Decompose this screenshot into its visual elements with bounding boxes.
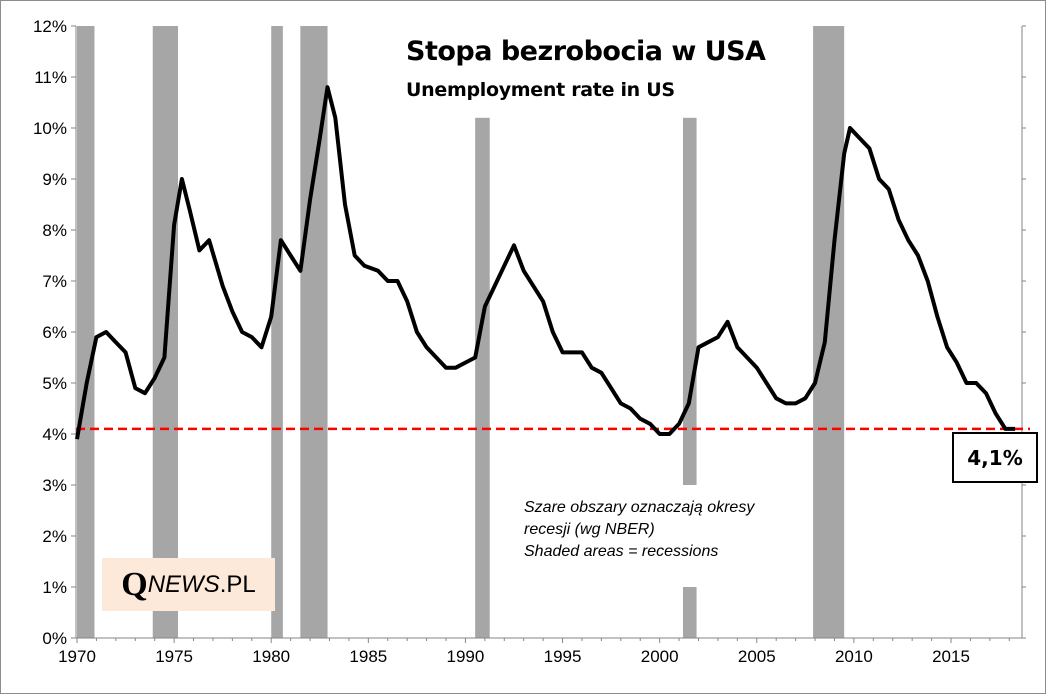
y-tick-label: 5% (42, 374, 67, 393)
y-tick-label: 11% (34, 68, 67, 87)
recession-bar (271, 26, 283, 638)
chart-title: Stopa bezrobocia w USA (406, 36, 766, 67)
current-value-label: 4,1% (952, 432, 1038, 483)
x-tick-label: 1980 (252, 647, 290, 666)
recession-bar (682, 587, 697, 638)
logo-q: Q (121, 565, 148, 603)
y-tick-label: 6% (42, 323, 67, 342)
annotation-line: Shaded areas = recessions (524, 543, 719, 560)
annotation-line: Szare obszary oznaczają okresy (524, 499, 755, 516)
y-tick-label: 10% (33, 119, 67, 138)
logo-pl: .PL (219, 570, 256, 598)
x-tick-label: 1990 (447, 647, 485, 666)
y-tick-label: 3% (42, 476, 67, 495)
y-tick-label: 4% (42, 425, 67, 444)
unemployment-line (75, 85, 1016, 440)
y-tick-label: 2% (42, 527, 67, 546)
qnews-logo: Q NEWS .PL (102, 558, 275, 611)
annotation-line: recesji (wg NBER) (524, 521, 655, 538)
y-tick-label: 8% (42, 221, 67, 240)
x-tick-label: 2000 (641, 647, 679, 666)
y-tick-label: 0% (42, 629, 67, 648)
x-tick-label: 1970 (58, 647, 96, 666)
recession-annotation: Szare obszary oznaczają okresy recesji (… (524, 497, 754, 563)
y-tick-label: 9% (42, 170, 67, 189)
x-tick-label: 2010 (835, 647, 873, 666)
recession-bar (77, 26, 95, 638)
recession-bar (475, 117, 490, 639)
recession-bar (682, 117, 697, 486)
x-tick-label: 1985 (349, 647, 387, 666)
y-tick-label: 12% (33, 17, 67, 36)
chart-subtitle: Unemployment rate in US (406, 79, 675, 101)
x-tick-label: 1995 (544, 647, 582, 666)
y-tick-label: 7% (42, 272, 67, 291)
x-tick-label: 2015 (932, 647, 970, 666)
logo-news: NEWS (147, 570, 220, 598)
x-tick-label: 2005 (738, 647, 776, 666)
y-tick-label: 1% (42, 578, 67, 597)
x-tick-label: 1975 (155, 647, 193, 666)
recession-bar (813, 26, 845, 638)
